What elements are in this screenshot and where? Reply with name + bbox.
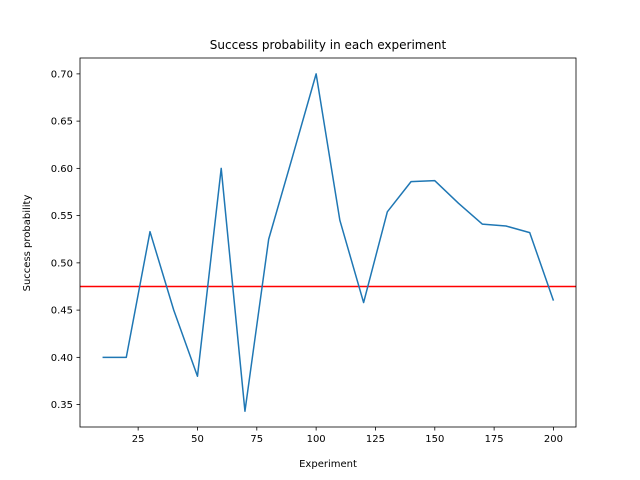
axes-frame [79, 57, 577, 428]
y-tick-label: 0.65 [51, 117, 73, 128]
y-axis-label: Success probability [22, 195, 33, 292]
x-tick-label: 125 [366, 434, 385, 445]
y-tick-label: 0.70 [51, 69, 73, 80]
y-tick-label: 0.50 [51, 258, 73, 269]
x-axis-label: Experiment [299, 459, 357, 470]
chart-title: Success probability in each experiment [210, 38, 447, 52]
x-tick-label: 25 [132, 434, 145, 445]
series-line [102, 73, 555, 412]
plot-area: 25 50 75 100 125 150 175 200 0.35 0.40 0.45 0.50 0.5… [51, 57, 577, 445]
x-tick-label: 175 [485, 434, 504, 445]
x-tick-label: 50 [191, 434, 204, 445]
y-tick-label: 0.55 [51, 211, 73, 222]
x-tick-label: 100 [307, 434, 326, 445]
x-tick-label: 200 [544, 434, 563, 445]
y-tick-label: 0.45 [51, 306, 73, 317]
x-tick-label: 150 [425, 434, 444, 445]
y-tick-label: 0.60 [51, 164, 73, 175]
y-tick-label: 0.40 [51, 353, 73, 364]
y-tick-label: 0.35 [51, 400, 73, 411]
x-tick-label: 75 [250, 434, 263, 445]
